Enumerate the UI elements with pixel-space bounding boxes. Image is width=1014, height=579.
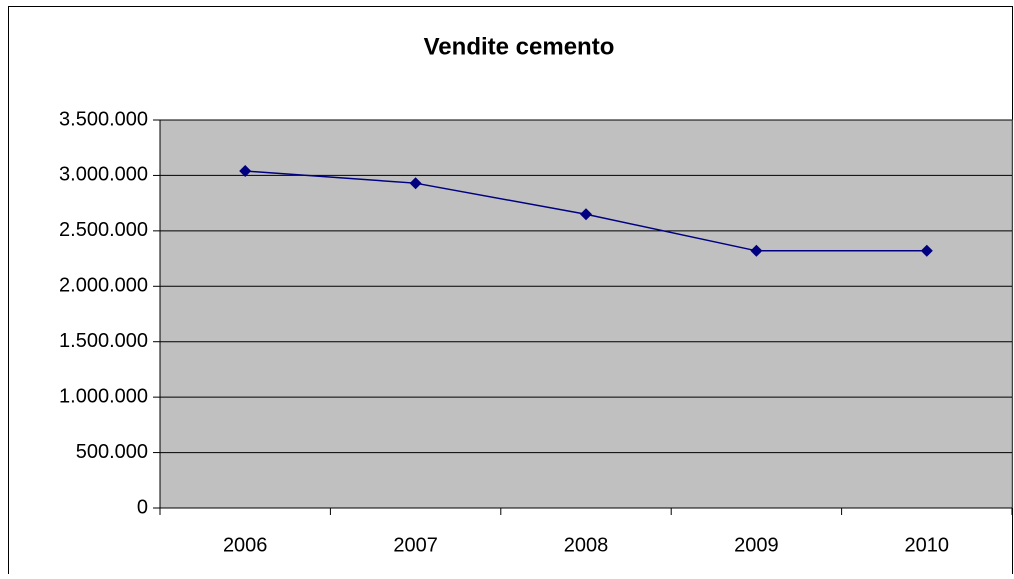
y-tick-label: 2.500.000: [59, 219, 148, 241]
x-tick-label: 2007: [393, 534, 438, 556]
y-tick-label: 3.500.000: [59, 108, 148, 130]
plot-area: [159, 119, 1013, 509]
y-tick-label: 1.500.000: [59, 330, 148, 352]
y-tick-label: 500.000: [76, 441, 148, 463]
chart-title: Vendite cemento: [424, 33, 615, 60]
data-marker: [920, 244, 933, 257]
data-marker: [750, 244, 763, 257]
data-marker: [409, 177, 422, 190]
x-tick-label: 2010: [905, 534, 950, 556]
x-tick-label: 2006: [223, 534, 268, 556]
y-tick-label: 3.000.000: [59, 164, 148, 186]
y-tick-label: 0: [137, 496, 148, 518]
y-tick-label: 1.000.000: [59, 385, 148, 407]
data-marker: [580, 208, 592, 221]
x-tick-label: 2008: [564, 534, 609, 556]
x-tick-label: 2009: [734, 534, 779, 556]
data-marker: [239, 164, 252, 177]
y-tick-label: 2.000.000: [59, 275, 148, 297]
